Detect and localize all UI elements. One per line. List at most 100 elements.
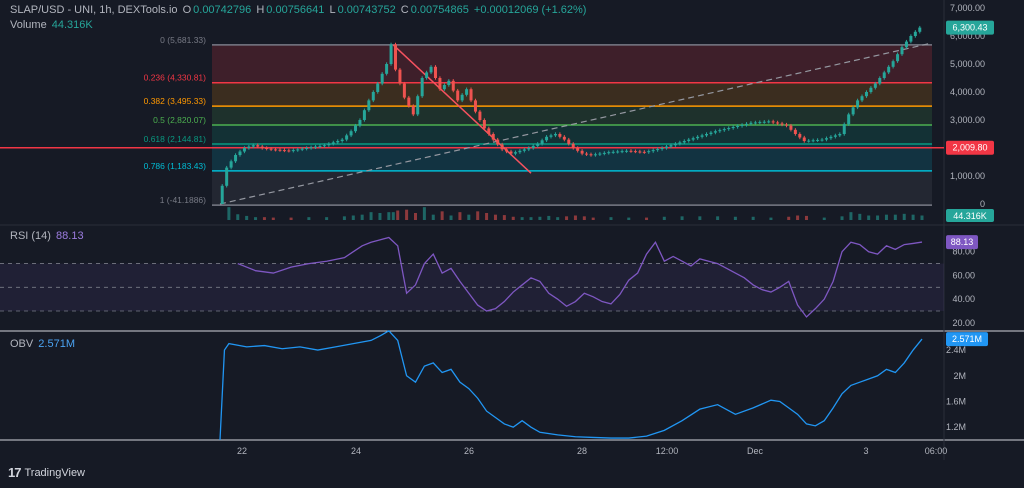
volume-badge — [946, 209, 994, 222]
candle-body — [878, 78, 882, 84]
candle-body — [833, 135, 837, 137]
candle-body — [811, 140, 815, 142]
volume-bar — [476, 211, 480, 220]
candle-body — [869, 87, 873, 92]
volume-bar — [787, 216, 791, 220]
price-tick-label: 5,000.00 — [950, 59, 985, 69]
candle-body — [509, 151, 513, 154]
candle-body — [460, 94, 464, 101]
candle-body — [758, 122, 762, 124]
hline-price-badge — [946, 140, 994, 155]
candle-body — [887, 66, 891, 73]
candle-body — [220, 185, 224, 204]
close-label: C — [400, 4, 409, 16]
volume-bar — [369, 212, 373, 220]
candle-body — [620, 151, 624, 153]
candle-body — [331, 142, 335, 144]
volume-bar — [378, 213, 382, 220]
volume-bar — [396, 210, 400, 220]
volume-bar — [458, 212, 462, 220]
candle-body — [540, 140, 544, 144]
volume-bar — [698, 216, 702, 220]
price-tick-label: 4,000.00 — [950, 87, 985, 97]
volume-bar — [556, 217, 560, 220]
candle-body — [531, 145, 535, 148]
candle-body — [745, 123, 748, 125]
candle-body — [731, 127, 735, 129]
candle-body — [678, 142, 682, 144]
rsi-tick-label: 40.00 — [952, 294, 975, 304]
candle-body — [700, 135, 704, 137]
candle-body — [225, 167, 229, 186]
open-label: O — [182, 4, 192, 16]
fib-label-0.382: 0.382 (3,495.33) — [144, 96, 207, 106]
candle-body — [234, 155, 238, 162]
change-value: +0.00012069 (+1.62%) — [473, 4, 587, 16]
candle-body — [682, 141, 686, 143]
volume-bar — [733, 216, 737, 220]
candle-body — [638, 151, 642, 153]
candle-body — [465, 89, 469, 95]
volume-bar — [502, 215, 506, 220]
volume-badge-label: 44.316K — [953, 211, 987, 221]
candle-body — [696, 136, 700, 139]
candle-body — [602, 152, 606, 154]
candle-body — [496, 139, 500, 145]
price-tick-label: 7,000.00 — [950, 3, 985, 13]
obv-tick-label: 2.4M — [946, 345, 966, 355]
candle-body — [336, 141, 340, 143]
candle-body — [891, 61, 895, 67]
volume-bar — [920, 215, 924, 220]
candle-body — [709, 132, 713, 134]
candle-body — [274, 149, 278, 151]
candle-body — [918, 27, 922, 32]
candle-body — [456, 90, 460, 101]
price-tick-label: 0 — [980, 199, 985, 209]
volume-bar — [645, 217, 649, 220]
tradingview-logo-icon: 17 — [8, 465, 22, 480]
tradingview-watermark[interactable]: 17 TradingView — [8, 465, 85, 480]
candle-body — [904, 41, 908, 48]
candle-body — [362, 110, 366, 120]
candle-body — [802, 137, 806, 141]
candle-body — [553, 134, 557, 136]
obv-line — [219, 329, 923, 441]
candle-body — [522, 149, 526, 151]
candle-body — [402, 83, 406, 98]
candle-body — [349, 131, 353, 136]
symbol-label: SLAP/USD - UNI, 1h, DEXTools.io — [10, 4, 178, 16]
downtrend-line — [392, 44, 532, 174]
candle-body — [367, 100, 371, 111]
candle-body — [589, 154, 593, 156]
candle-body — [545, 136, 549, 141]
candle-body — [385, 64, 389, 74]
volume-bar — [236, 214, 240, 220]
fib-zone-0 — [212, 44, 932, 83]
volume-bar — [591, 217, 595, 220]
candle-body — [642, 151, 646, 153]
candle-body — [380, 73, 384, 84]
candle-body — [416, 96, 420, 115]
obv-tick-label: 1.6M — [946, 396, 966, 406]
candle-body — [447, 80, 451, 85]
volume-bar — [289, 217, 293, 220]
candle-body — [420, 78, 424, 97]
rsi-header: RSI (14) 88.13 — [10, 230, 86, 242]
volume-bar — [627, 217, 631, 220]
candle-body — [713, 131, 717, 133]
volume-bar — [547, 215, 551, 220]
price-tick-label: 6,000.00 — [950, 31, 985, 41]
candle-body — [798, 134, 802, 138]
rsi-value: 88.13 — [56, 230, 84, 242]
volume-bar — [911, 214, 915, 220]
candle-body — [749, 122, 753, 124]
fib-label-1: 1 (-41.1886) — [160, 195, 206, 205]
volume-bar — [360, 214, 364, 220]
volume-bar — [307, 217, 311, 220]
candle-body — [513, 152, 517, 154]
candle-body — [438, 78, 442, 90]
fib-label-0: 0 (5,681.33) — [160, 35, 206, 45]
obv-badge-label: 2.571M — [952, 334, 982, 344]
candle-body — [740, 124, 744, 126]
